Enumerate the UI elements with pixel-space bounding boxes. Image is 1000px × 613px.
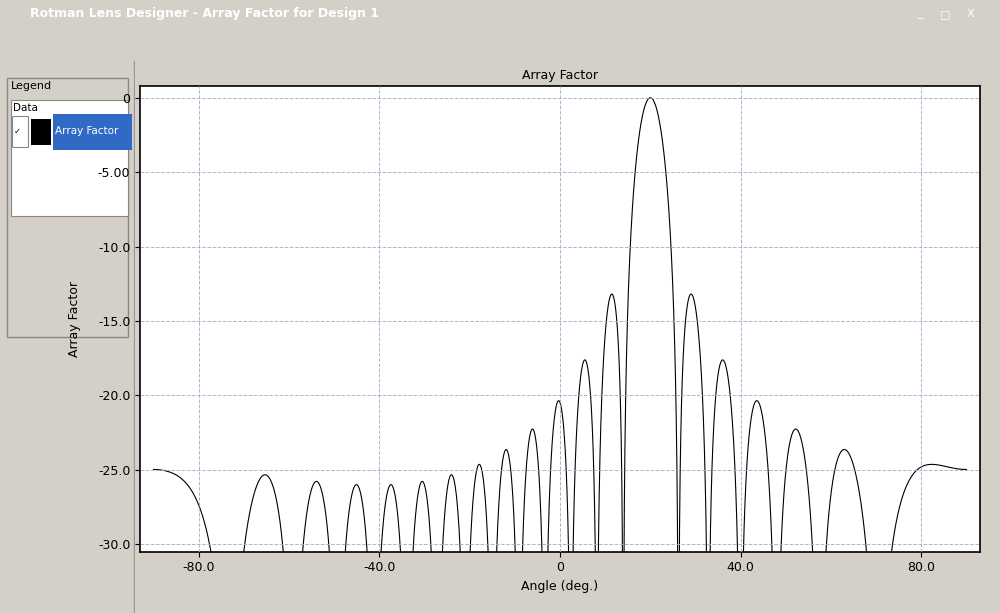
Text: Legend: Legend xyxy=(11,81,52,91)
Text: _: _ xyxy=(917,9,923,19)
Text: X: X xyxy=(966,9,974,19)
Text: □: □ xyxy=(940,9,950,19)
Text: Data: Data xyxy=(14,103,38,113)
Text: Array Factor: Array Factor xyxy=(55,126,119,136)
FancyBboxPatch shape xyxy=(7,78,128,337)
Bar xyxy=(31,119,51,145)
Bar xyxy=(53,114,132,150)
Y-axis label: Array Factor: Array Factor xyxy=(68,281,81,357)
X-axis label: Angle (deg.): Angle (deg.) xyxy=(521,580,599,593)
Title: Array Factor: Array Factor xyxy=(522,69,598,82)
Text: Rotman Lens Designer - Array Factor for Design 1: Rotman Lens Designer - Array Factor for … xyxy=(30,7,379,20)
FancyBboxPatch shape xyxy=(11,100,128,216)
FancyBboxPatch shape xyxy=(12,116,28,147)
Text: ✓: ✓ xyxy=(14,128,21,137)
